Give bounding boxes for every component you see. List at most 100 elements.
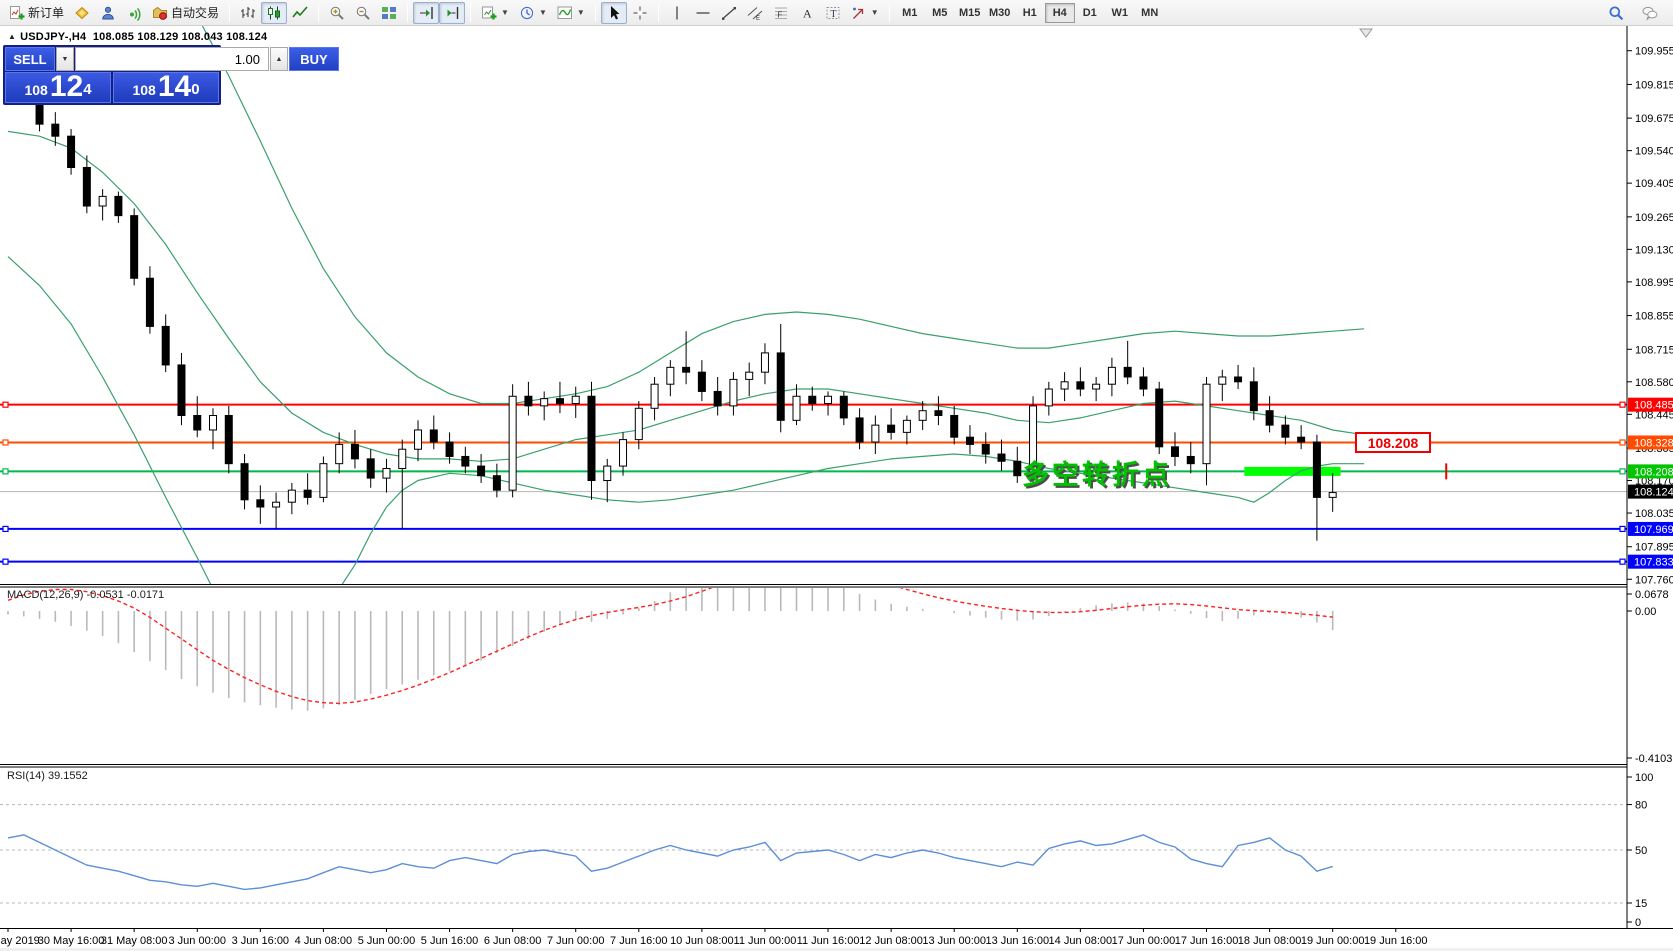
timeframe-d1-button[interactable]: D1 — [1082, 6, 1097, 19]
signals-button[interactable] — [121, 2, 147, 24]
cursor-button[interactable] — [600, 1, 627, 24]
chart-shift-button[interactable] — [413, 1, 440, 24]
candle — [366, 458, 375, 479]
toolbar-button-label: 自动交易 — [171, 6, 220, 20]
candle — [1218, 376, 1227, 385]
toolbar-separator — [318, 3, 320, 22]
svg-text:5 Jun 00:00: 5 Jun 00:00 — [358, 935, 416, 947]
svg-text:108.170: 108.170 — [1635, 476, 1673, 488]
price-badge — [1628, 464, 1673, 479]
search-icon[interactable] — [1603, 2, 1629, 24]
line-handle — [1619, 525, 1626, 533]
candle — [619, 439, 628, 467]
timeframe-mn-button[interactable]: MN — [1141, 6, 1159, 19]
clock-icon — [519, 5, 535, 21]
chevron-down-icon: ▼ — [501, 8, 509, 17]
candle — [145, 277, 154, 327]
channel-icon: E — [747, 5, 763, 21]
timeframe-h4-button[interactable]: H4 — [1044, 2, 1075, 23]
timeframe-w1-button[interactable]: W1 — [1111, 6, 1128, 19]
vertical-line-button[interactable] — [664, 2, 690, 24]
volume-decrease-button[interactable]: ▼ — [56, 47, 74, 71]
candle — [902, 419, 911, 433]
svg-text:107.895: 107.895 — [1635, 542, 1673, 554]
svg-text:3 Jun 00:00: 3 Jun 00:00 — [168, 935, 226, 947]
line-handle — [1619, 558, 1626, 565]
candle — [792, 395, 801, 421]
chart-line-icon — [292, 5, 308, 21]
line-chart-button[interactable] — [287, 2, 313, 24]
buy-button[interactable]: BUY — [289, 47, 339, 71]
bar-chart-button[interactable] — [235, 2, 261, 24]
chart-annotation-text[interactable]: 多空转折点 — [1022, 460, 1172, 490]
svg-text:7 Jun 00:00: 7 Jun 00:00 — [547, 935, 605, 947]
svg-text:107.969: 107.969 — [1634, 524, 1673, 536]
svg-text:107.833: 107.833 — [1634, 557, 1673, 569]
svg-text:50: 50 — [1635, 845, 1647, 857]
candlestick-chart-button[interactable] — [261, 1, 288, 24]
auto-scroll-button[interactable] — [439, 1, 466, 24]
candle — [209, 415, 218, 431]
auto-trading-button[interactable]: 自动交易 — [147, 2, 224, 24]
svg-text:4 Jun 08:00: 4 Jun 08:00 — [295, 935, 353, 947]
candle — [950, 415, 959, 438]
volume-input[interactable] — [75, 47, 269, 71]
price-level-label[interactable]: 108.208 — [1355, 432, 1431, 453]
rsi-indicator-label: RSI(14) 39.1552 — [7, 770, 88, 782]
price-badge — [1628, 435, 1673, 450]
chevron-down-icon: ▼ — [870, 8, 879, 17]
tile-icon — [381, 5, 397, 21]
buy-price-point: 0 — [191, 81, 200, 98]
person-icon — [100, 5, 116, 21]
timeframe-m1-button[interactable]: M1 — [902, 6, 918, 19]
volume-increase-button[interactable]: ▲ — [270, 47, 288, 71]
new-order-button[interactable]: 新订单 — [4, 2, 69, 24]
candle — [1281, 424, 1290, 438]
text-button[interactable]: A — [794, 2, 820, 24]
signal-icon — [126, 5, 142, 21]
candle — [1076, 381, 1085, 390]
candle — [429, 429, 438, 443]
market-watch-button[interactable] — [95, 2, 121, 24]
zoom-in-icon — [329, 5, 345, 21]
text-label-button[interactable]: T — [820, 2, 846, 24]
chat-icon[interactable] — [1637, 2, 1663, 24]
fibonacci-button[interactable]: F — [768, 2, 794, 24]
autotrade-icon — [152, 5, 168, 21]
sell-price-display[interactable]: 108 12 4 — [5, 72, 111, 103]
timeframe-m30-button[interactable]: M30 — [989, 6, 1011, 19]
symbol-name: USDJPY-,H4 — [20, 31, 87, 43]
shapes-button[interactable]: ▼ — [846, 2, 884, 24]
crosshair-button[interactable] — [627, 2, 653, 24]
chart-profiles-button[interactable] — [69, 2, 95, 24]
timeframe-m5-button[interactable]: M5 — [932, 6, 948, 19]
candle — [51, 123, 60, 137]
sell-price-point: 4 — [83, 81, 92, 98]
channel-button[interactable]: E — [742, 2, 768, 24]
svg-text:109.815: 109.815 — [1635, 79, 1673, 91]
timeframe-h1-button[interactable]: H1 — [1022, 6, 1037, 19]
zoom-in-button[interactable] — [324, 2, 350, 24]
sell-button[interactable]: SELL — [5, 47, 55, 71]
svg-text:19 Jun 16:00: 19 Jun 16:00 — [1364, 935, 1428, 947]
candle — [382, 467, 391, 479]
timeframe-m15-button[interactable]: M15 — [959, 6, 981, 19]
zoom-out-button[interactable] — [350, 2, 376, 24]
horizontal-line-button[interactable] — [690, 2, 716, 24]
tile-windows-button[interactable] — [376, 2, 402, 24]
buy-price-display[interactable]: 108 14 0 — [113, 72, 219, 103]
zoom-out-icon — [355, 5, 371, 21]
trendline-button[interactable] — [716, 2, 742, 24]
collapse-panel-icon[interactable]: ▲ — [8, 32, 17, 41]
indicators-button[interactable]: ▼ — [552, 2, 590, 24]
candle — [871, 424, 880, 443]
svg-text:108.208: 108.208 — [1634, 466, 1673, 478]
periods-button[interactable]: ▼ — [514, 2, 552, 24]
svg-text:6 Jun 08:00: 6 Jun 08:00 — [484, 935, 542, 947]
line-handle — [2, 468, 9, 475]
candle — [477, 465, 486, 477]
new-chart-button[interactable]: ▼ — [476, 2, 514, 24]
candle — [1139, 376, 1148, 390]
rsi-line — [7, 834, 1333, 891]
